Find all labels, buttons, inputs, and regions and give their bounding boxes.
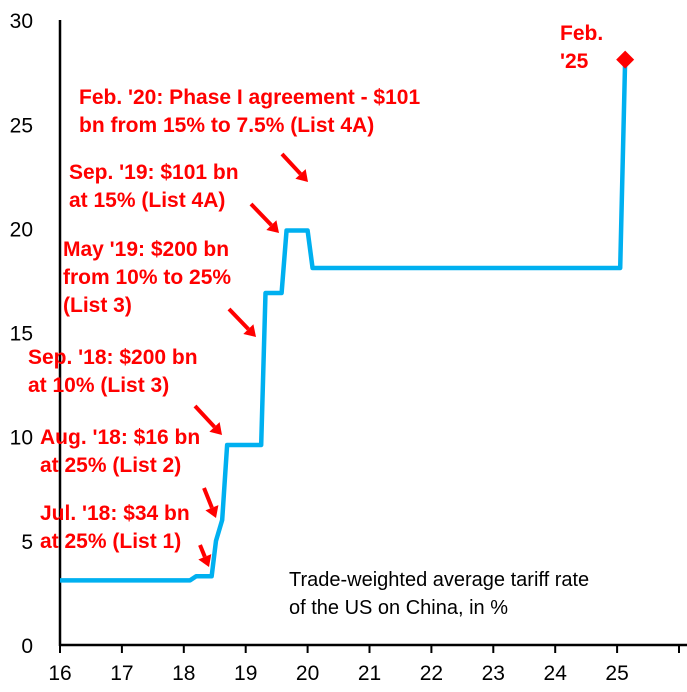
- y-tick-label: 25: [10, 114, 33, 137]
- annotation-may-19: May '19: $200 bn from 10% to 25% (List 3…: [63, 236, 231, 320]
- annotation-line: at 15% (List 4A): [69, 189, 226, 212]
- arrow-head: [198, 554, 212, 567]
- annotation-jul-18: Jul. '18: $34 bn at 25% (List 1): [40, 500, 190, 556]
- annotation-line: Jul. '18: $34 bn: [40, 502, 190, 525]
- annotation-line: Aug. '18: $16 bn: [40, 426, 201, 449]
- note-line: of the US on China, in %: [289, 597, 509, 619]
- y-tick-label: 15: [10, 323, 33, 346]
- annotation-line: Feb.: [560, 22, 604, 45]
- annotation-line: (List 3): [63, 294, 132, 317]
- annotation-sep-19: Sep. '19: $101 bn at 15% (List 4A): [69, 159, 239, 215]
- arrow-head: [205, 505, 219, 518]
- x-tick-label: 21: [358, 662, 381, 685]
- annotation-arrow: [193, 404, 216, 429]
- x-tick-label: 19: [234, 662, 257, 685]
- annotation-line: from 10% to 25%: [63, 266, 232, 289]
- y-tick-label: 20: [10, 218, 33, 241]
- x-tick-label: 20: [296, 662, 319, 685]
- x-tick-label: 22: [420, 662, 443, 685]
- arrow-head: [295, 169, 308, 182]
- annotation-line: at 25% (List 2): [40, 454, 182, 477]
- annotation-feb-25: Feb. '25: [560, 20, 603, 76]
- annotation-line: Feb. '20: Phase I agreement - $101: [79, 86, 421, 109]
- x-tick-label: 25: [605, 662, 628, 685]
- annotation-line: May '19: $200 bn: [63, 238, 230, 261]
- annotation-arrow: [280, 152, 302, 176]
- chart-note: Trade-weighted average tariff rate of th…: [289, 566, 589, 622]
- annotation-aug-18: Aug. '18: $16 bn at 25% (List 2): [40, 424, 200, 480]
- annotation-arrow: [202, 487, 214, 509]
- y-tick-label: 10: [10, 427, 33, 450]
- feb-25-marker: [616, 50, 635, 69]
- y-tick-label: 0: [21, 635, 33, 658]
- arrow-head: [243, 324, 256, 337]
- y-tick-label: 5: [21, 531, 33, 554]
- annotation-line: Sep. '18: $200 bn: [28, 346, 198, 369]
- annotation-arrow: [198, 544, 207, 558]
- annotation-arrow: [227, 307, 250, 331]
- annotation-arrow: [249, 202, 273, 227]
- x-tick-label: 16: [48, 662, 71, 685]
- annotation-line: '25: [560, 50, 589, 73]
- note-line: Trade-weighted average tariff rate: [289, 569, 590, 591]
- tariff-rate-line: [60, 59, 628, 583]
- x-tick-label: 23: [482, 662, 505, 685]
- x-tick-label: 24: [544, 662, 568, 685]
- annotation-line: at 10% (List 3): [28, 374, 170, 397]
- annotation-line: at 25% (List 1): [40, 530, 182, 553]
- annotation-feb-20: Feb. '20: Phase I agreement - $101 bn fr…: [79, 84, 420, 140]
- annotation-line: bn from 15% to 7.5% (List 4A): [79, 114, 375, 137]
- annotation-sep-18: Sep. '18: $200 bn at 10% (List 3): [28, 344, 198, 400]
- x-tick-label: 18: [172, 662, 195, 685]
- annotation-line: Sep. '19: $101 bn: [69, 161, 239, 184]
- arrow-head: [266, 220, 279, 233]
- arrow-head: [209, 422, 222, 435]
- x-tick-label: 17: [110, 662, 133, 685]
- y-tick-label: 30: [10, 10, 33, 33]
